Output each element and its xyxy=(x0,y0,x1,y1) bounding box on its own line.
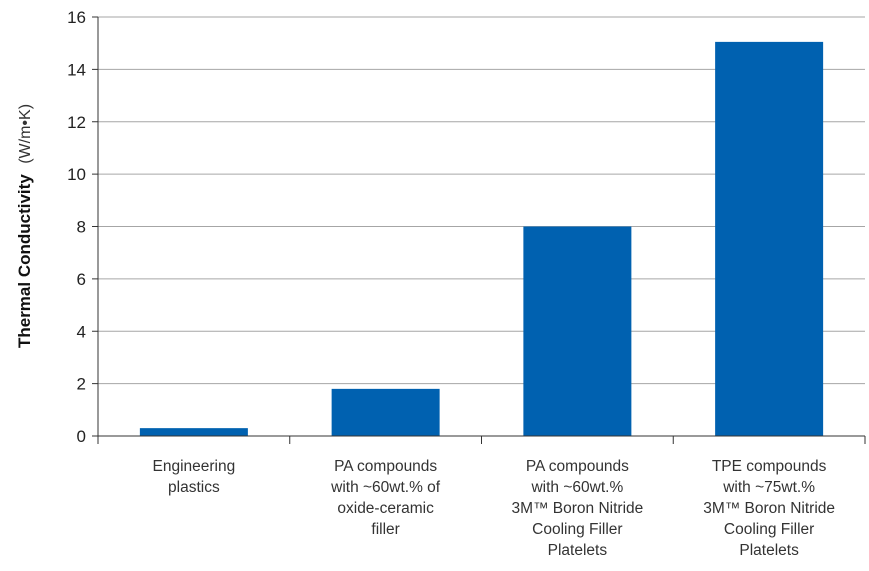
x-category-label-line: with ~60wt.% xyxy=(530,479,623,496)
y-tick-label: 2 xyxy=(77,375,86,394)
x-category-label-line: filler xyxy=(371,521,399,538)
x-category-label-line: Engineering xyxy=(153,458,236,475)
bars xyxy=(139,41,824,437)
y-tick-label: 12 xyxy=(67,113,86,132)
x-category-label-line: 3M™ Boron Nitride xyxy=(703,500,835,517)
y-axis-title: Thermal Conductivity xyxy=(15,174,34,348)
bar xyxy=(523,226,632,436)
x-category-label: Engineering plastics xyxy=(153,458,236,496)
y-tick-label: 6 xyxy=(77,270,86,289)
x-category-label-line: oxide-ceramic xyxy=(337,500,434,517)
x-category-labels: Engineering plastics PA compounds with ~60w… xyxy=(153,458,836,559)
x-category-label: PA compounds with ~60wt.% of oxide-ceramic… xyxy=(330,458,441,538)
x-category-label-line: PA compounds xyxy=(526,458,629,475)
y-axis-label: Thermal Conductivity (W/m•K) xyxy=(15,104,34,348)
y-tick-label: 4 xyxy=(77,322,86,341)
x-category-label-line: Platelets xyxy=(548,542,608,559)
x-category-label-line: 3M™ Boron Nitride xyxy=(511,500,643,517)
bar xyxy=(715,41,824,437)
x-category-label-line: with ~60wt.% of xyxy=(330,479,441,496)
gridlines xyxy=(98,16,865,385)
x-category-label-line: plastics xyxy=(168,479,220,496)
y-tick-label: 14 xyxy=(67,60,86,79)
y-tick-label: 0 xyxy=(77,427,86,446)
x-category-label: PA compounds with ~60wt.% 3M™ Boron Nitrid… xyxy=(511,458,643,559)
x-category-label-line: with ~75wt.% xyxy=(722,479,815,496)
bar xyxy=(331,388,440,436)
x-category-label-line: TPE compounds xyxy=(712,458,827,475)
y-axis-unit: (W/m•K) xyxy=(17,104,34,164)
bar xyxy=(139,428,248,436)
x-category-label-line: Platelets xyxy=(739,542,799,559)
y-tick-label: 10 xyxy=(67,165,86,184)
x-category-label-line: Cooling Filler xyxy=(724,521,814,538)
x-category-label: TPE compounds with ~75wt.% 3M™ Boron Nitri… xyxy=(703,458,835,559)
y-tick-label: 16 xyxy=(67,8,86,27)
y-tick-label: 8 xyxy=(77,218,86,237)
y-tick-labels: 0 2 4 6 8 10 12 14 16 xyxy=(67,8,86,446)
x-category-label-line: Cooling Filler xyxy=(532,521,622,538)
axes xyxy=(92,16,866,444)
x-category-label-line: PA compounds xyxy=(334,458,437,475)
